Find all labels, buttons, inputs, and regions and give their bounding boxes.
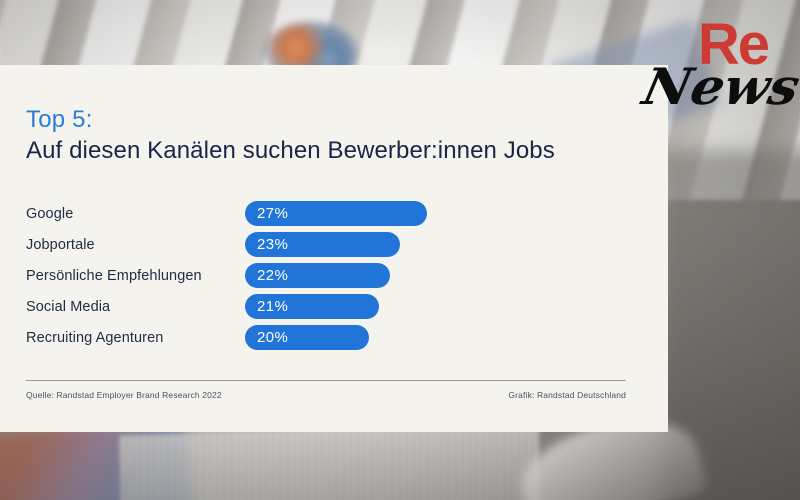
chart-row: Social Media 21% [26, 291, 626, 322]
page-title: Auf diesen Kanälen suchen Bewerber:innen… [26, 137, 555, 164]
bar-category-label: Social Media [26, 298, 111, 315]
footer-divider [26, 380, 626, 381]
chart-row: Persönliche Empfehlungen 22% [26, 260, 626, 291]
chart-row: Recruiting Agenturen 20% [26, 322, 626, 353]
logo-mark-re: Re [697, 12, 770, 77]
kicker-text: Top 5: [26, 106, 93, 133]
bar: 20% [245, 325, 369, 350]
card-footer: Quelle: Randstad Employer Brand Research… [26, 380, 626, 401]
chart-row: Jobportale 23% [26, 229, 626, 260]
bar: 23% [245, 232, 400, 257]
logo-wordmark-news: News [637, 57, 800, 116]
card-content: Top 5: Auf diesen Kanälen suchen Bewerbe… [0, 65, 668, 432]
chart-row: Google 27% [26, 198, 626, 229]
bar-track: 22% [245, 260, 626, 291]
bar-value-label: 21% [257, 298, 289, 315]
bar-track: 20% [245, 322, 626, 353]
bar-track: 21% [245, 291, 626, 322]
footer-row: Quelle: Randstad Employer Brand Research… [26, 389, 626, 401]
bar-value-label: 27% [257, 205, 289, 222]
bar-category-label: Google [26, 205, 74, 222]
re-news-logo: Re News [638, 12, 800, 121]
bar-value-label: 22% [257, 267, 289, 284]
bar: 22% [245, 263, 390, 288]
source-note: Quelle: Randstad Employer Brand Research… [26, 390, 222, 400]
bar: 27% [245, 201, 427, 226]
infographic-card: Top 5: Auf diesen Kanälen suchen Bewerbe… [0, 65, 668, 432]
bar-track: 27% [245, 198, 626, 229]
bar-value-label: 23% [257, 236, 289, 253]
horizontal-bar-chart: Google 27% Jobportale 23% Persönliche Em… [26, 198, 626, 353]
bar-category-label: Recruiting Agenturen [26, 329, 164, 346]
bar-category-label: Jobportale [26, 236, 95, 253]
bar-value-label: 20% [257, 329, 289, 346]
bar-category-label: Persönliche Empfehlungen [26, 267, 202, 284]
credit-note: Grafik: Randstad Deutschland [508, 390, 626, 400]
bar-track: 23% [245, 229, 626, 260]
bar: 21% [245, 294, 379, 319]
